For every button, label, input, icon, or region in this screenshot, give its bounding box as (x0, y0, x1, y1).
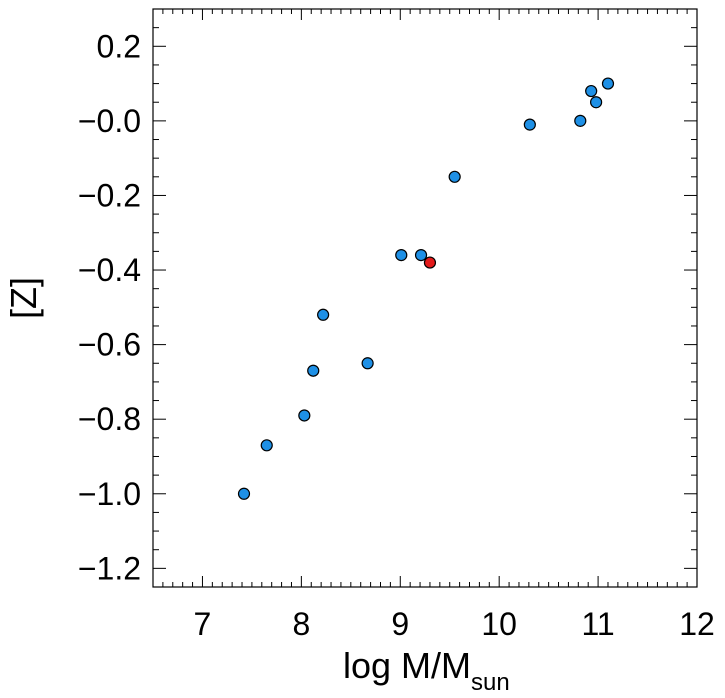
x-tick-label: 12 (679, 606, 715, 642)
y-tick-label: 0.2 (97, 28, 141, 64)
data-point (414, 249, 428, 262)
data-point (298, 409, 311, 422)
x-tick-labels: 7 8 9 10 11 12 (194, 606, 715, 642)
data-point (585, 84, 598, 98)
data-point (601, 77, 615, 90)
data-point (237, 487, 251, 500)
data-point (317, 308, 330, 321)
y-tick-label: −1.0 (78, 476, 141, 512)
y-tick-label: −1.2 (78, 550, 141, 586)
data-point (307, 364, 320, 377)
data-point (590, 96, 603, 109)
data-point (361, 357, 374, 370)
data-point (395, 249, 408, 262)
y-tick-label: −0.4 (78, 252, 141, 288)
y-tick-label: −0.8 (78, 401, 141, 437)
x-tick-label: 8 (292, 606, 310, 642)
y-tick-label: −0.2 (78, 177, 141, 213)
x-tick-label: 9 (391, 606, 409, 642)
x-tick-label: 7 (194, 606, 212, 642)
data-point (423, 256, 437, 269)
data-point (523, 118, 536, 131)
data-point (448, 170, 461, 183)
x-axis-title: log M/Msun (343, 645, 510, 696)
y-tick-labels: 0.2 −0.0 −0.2 −0.4 −0.6 −0.8 −1.0 −1.2 (78, 28, 141, 586)
x-tick-label: 11 (581, 606, 614, 642)
axis-ticks (152, 8, 698, 588)
y-axis-title: [Z] (3, 277, 44, 319)
x-tick-label: 10 (481, 606, 517, 642)
data-point (260, 439, 273, 452)
data-point (574, 114, 587, 127)
plot-frame (152, 8, 698, 588)
y-tick-label: −0.6 (78, 327, 141, 363)
y-tick-label: −0.0 (78, 103, 141, 139)
data-points (237, 77, 615, 500)
